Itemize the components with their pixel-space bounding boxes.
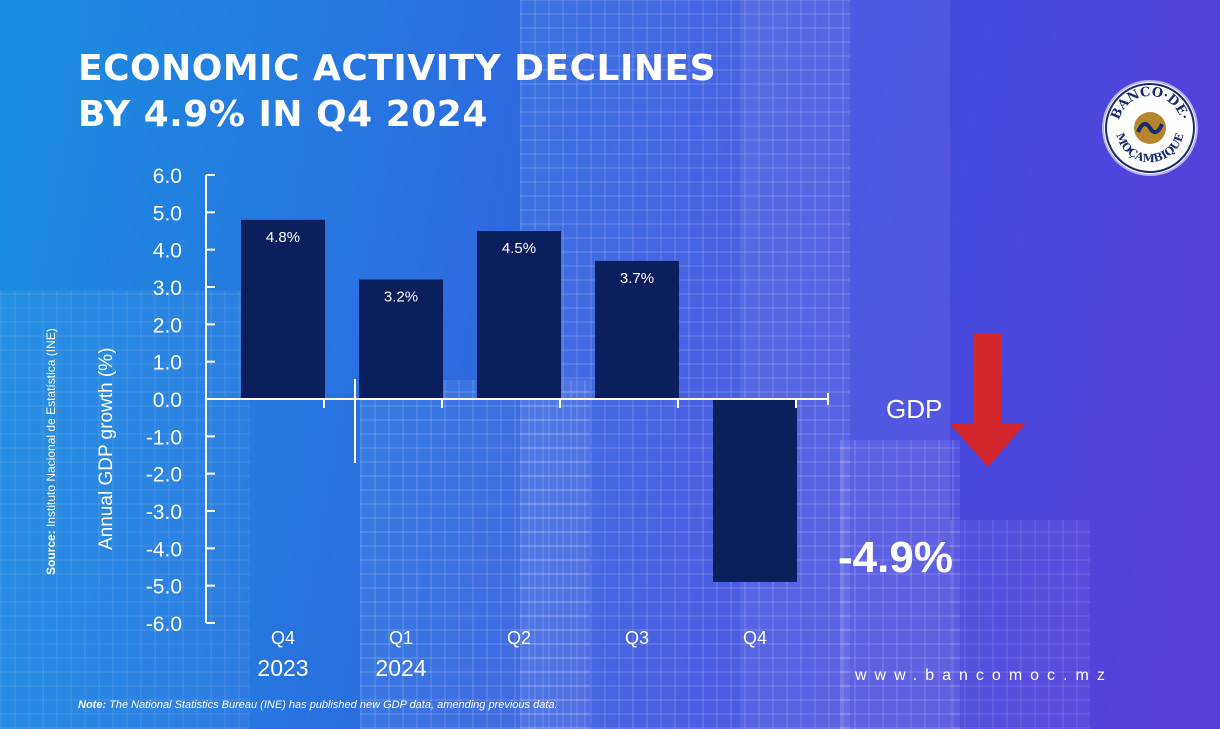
headline-line-2: BY 4.9% IN Q4 2024 <box>78 94 488 135</box>
note-label: Note: <box>78 699 107 711</box>
y-tick-label: 6.0 <box>153 165 182 188</box>
x-category-label: Q4 <box>271 628 295 648</box>
y-tick-label: 0.0 <box>153 389 182 412</box>
website-link[interactable]: www.bancomoc.mz <box>855 667 1113 684</box>
y-tick-label: 4.0 <box>153 240 182 263</box>
background-building <box>520 0 850 729</box>
x-year-label: 2023 <box>257 655 308 681</box>
y-tick-label: 5.0 <box>153 202 182 225</box>
y-tick-label: -5.0 <box>146 576 182 599</box>
x-category-label: Q3 <box>625 628 649 648</box>
bar <box>477 231 561 399</box>
bank-logo: BANCO·DE· MOÇAMBIQUE <box>1104 82 1196 174</box>
y-tick-label: -4.0 <box>146 538 182 561</box>
bar-data-label: 4.8% <box>266 229 300 246</box>
bar <box>359 279 443 399</box>
y-tick-label: -6.0 <box>146 613 182 636</box>
bar-data-label: 3.2% <box>384 289 418 306</box>
bar <box>241 219 325 399</box>
y-tick-label: -3.0 <box>146 501 182 524</box>
x-category-label: Q2 <box>507 628 531 648</box>
footnote: Note: The National Statistics Bureau (IN… <box>78 699 558 711</box>
gdp-callout-value: -4.9% <box>838 533 953 582</box>
y-tick-label: 3.0 <box>153 277 182 300</box>
background-building <box>950 520 1090 729</box>
background-building <box>0 290 250 729</box>
y-tick-label: -1.0 <box>146 426 182 449</box>
bar <box>595 260 679 399</box>
bar <box>713 399 797 582</box>
x-category-label: Q1 <box>389 628 413 648</box>
bar-data-label: 4.5% <box>502 240 536 257</box>
headline: ECONOMIC ACTIVITY DECLINES BY 4.9% IN Q4… <box>78 46 716 138</box>
x-year-label: 2024 <box>375 655 426 681</box>
gdp-callout-label: GDP <box>886 394 943 424</box>
y-tick-label: 2.0 <box>153 314 182 337</box>
down-arrow-icon <box>950 333 1025 467</box>
bar-data-label: 3.7% <box>620 270 654 287</box>
y-tick-label: -2.0 <box>146 464 182 487</box>
background-tower <box>740 0 950 729</box>
background-building <box>840 440 960 729</box>
x-category-label: Q4 <box>743 628 767 648</box>
y-tick-label: 1.0 <box>153 352 182 375</box>
headline-line-1: ECONOMIC ACTIVITY DECLINES <box>78 48 717 89</box>
note-text: The National Statistics Bureau (INE) has… <box>106 699 558 711</box>
bank-seal-icon: BANCO·DE· MOÇAMBIQUE <box>1105 83 1195 173</box>
background-building <box>360 380 590 729</box>
